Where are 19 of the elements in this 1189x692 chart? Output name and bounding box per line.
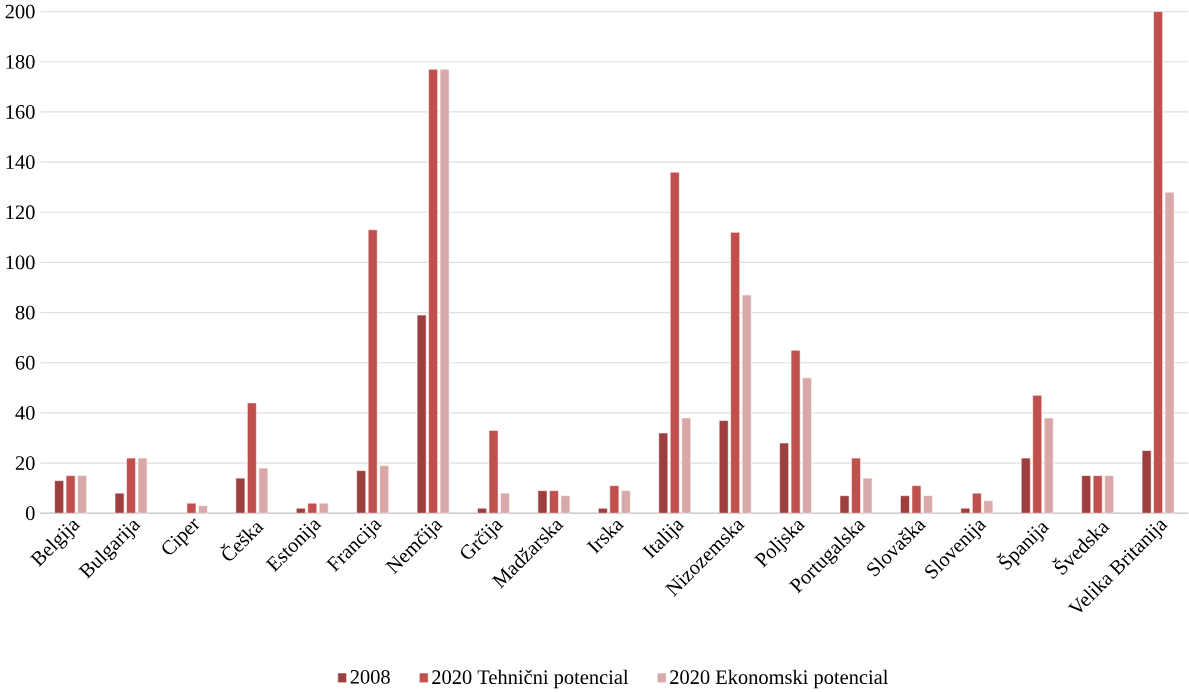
legend-label: 2020 Tehnični potencial	[432, 669, 629, 689]
y-tick-label: 120	[6, 205, 35, 220]
y-tick-label: 20	[15, 456, 35, 471]
bar	[356, 470, 367, 514]
y-tick-label: 60	[15, 355, 35, 370]
y-tick-label: 200	[5, 4, 35, 19]
legend-label: 2020 Ekonomski potencial	[670, 669, 889, 689]
x-tick-label: Irska	[586, 521, 625, 555]
bar	[318, 503, 329, 514]
y-tick-label: 100	[6, 255, 35, 270]
y-tick-label: 0	[25, 506, 35, 521]
legend-label: 2008	[350, 670, 390, 684]
y-tick-label: 160	[6, 105, 35, 119]
bar	[658, 432, 669, 514]
y-tick-label: 40	[15, 406, 35, 420]
bar	[1043, 417, 1054, 514]
y-tick-label: 140	[6, 155, 35, 170]
y-tick-label: 180	[6, 55, 35, 69]
y-tick-label: 80	[15, 305, 35, 320]
